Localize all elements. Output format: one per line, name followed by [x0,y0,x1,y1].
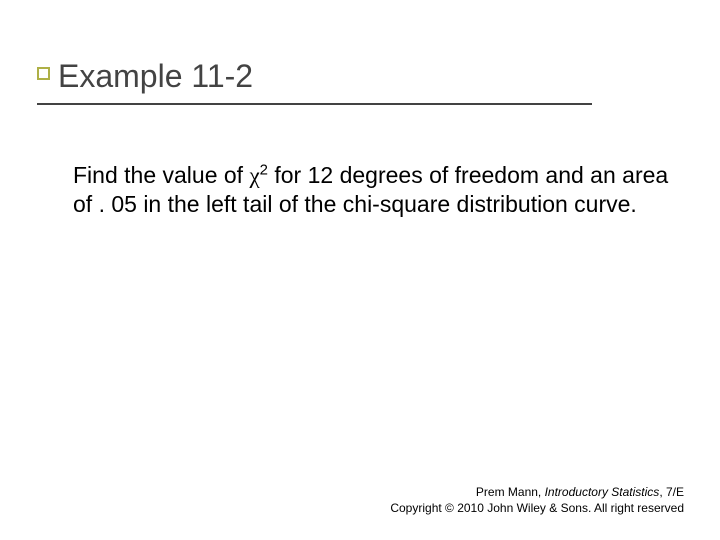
footer-line1: Prem Mann, Introductory Statistics, 7/E [390,484,684,500]
footer-edition: , 7/E [659,485,684,499]
slide-title: Example 11-2 [58,58,253,94]
slide-container: Example 11-2 Find the value of χ2 for 12… [0,0,720,540]
body-pre: Find the value of [73,162,249,188]
footer-author: Prem Mann, [476,485,545,499]
footer: Prem Mann, Introductory Statistics, 7/E … [390,484,684,516]
chi-superscript: 2 [260,161,268,178]
footer-copyright: Copyright © 2010 John Wiley & Sons. All … [390,500,684,516]
chi-symbol: χ [249,163,259,188]
body-text: Find the value of χ2 for 12 degrees of f… [0,105,720,218]
title-area: Example 11-2 [0,0,720,95]
footer-book-title: Introductory Statistics [545,485,660,499]
bullet-icon [37,67,50,80]
